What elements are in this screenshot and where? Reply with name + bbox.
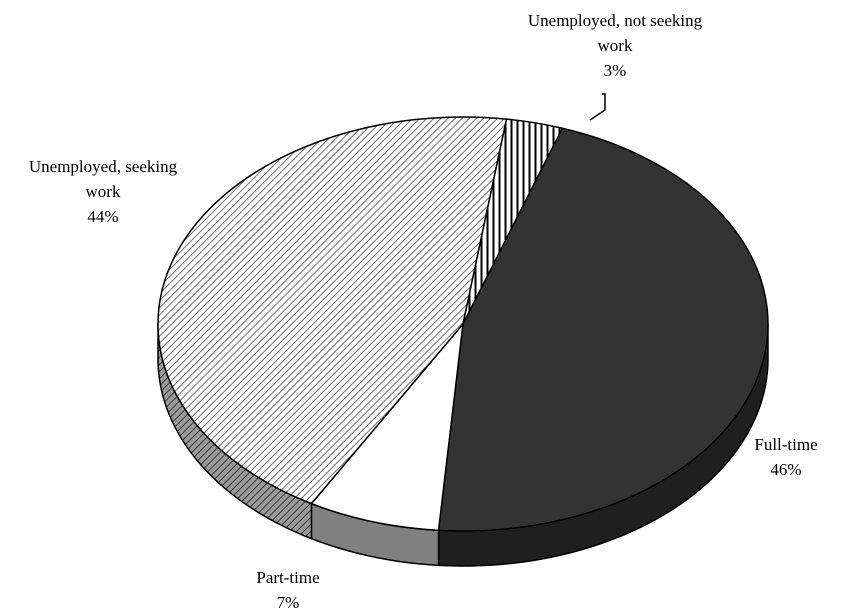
slice-category-label: work (598, 36, 633, 55)
slice-percent-label: 3% (604, 61, 627, 80)
pie-slice-3 (462, 118, 564, 325)
label-leader-line (589, 93, 606, 121)
pie-labels: Full-time 46% Part-time 7% Unemployed, seeki… (29, 11, 818, 612)
slice-percent-label: 44% (87, 207, 118, 226)
slice-percent-label: 46% (770, 460, 801, 479)
slice-category-label: Full-time (754, 435, 817, 454)
pie-sides (157, 323, 769, 567)
pie-slice-0 (437, 127, 769, 532)
slice-category-label: work (86, 182, 121, 201)
slice-percent-label: 7% (277, 593, 300, 610)
slice-category-label: Unemployed, seeking (29, 157, 178, 176)
pie-tops (157, 116, 769, 532)
slice-category-label: Unemployed, not seeking (528, 11, 703, 30)
pie-slice-2 (157, 116, 508, 505)
slice-category-label: Part-time (256, 568, 319, 587)
pie-slice-1 (310, 323, 464, 532)
